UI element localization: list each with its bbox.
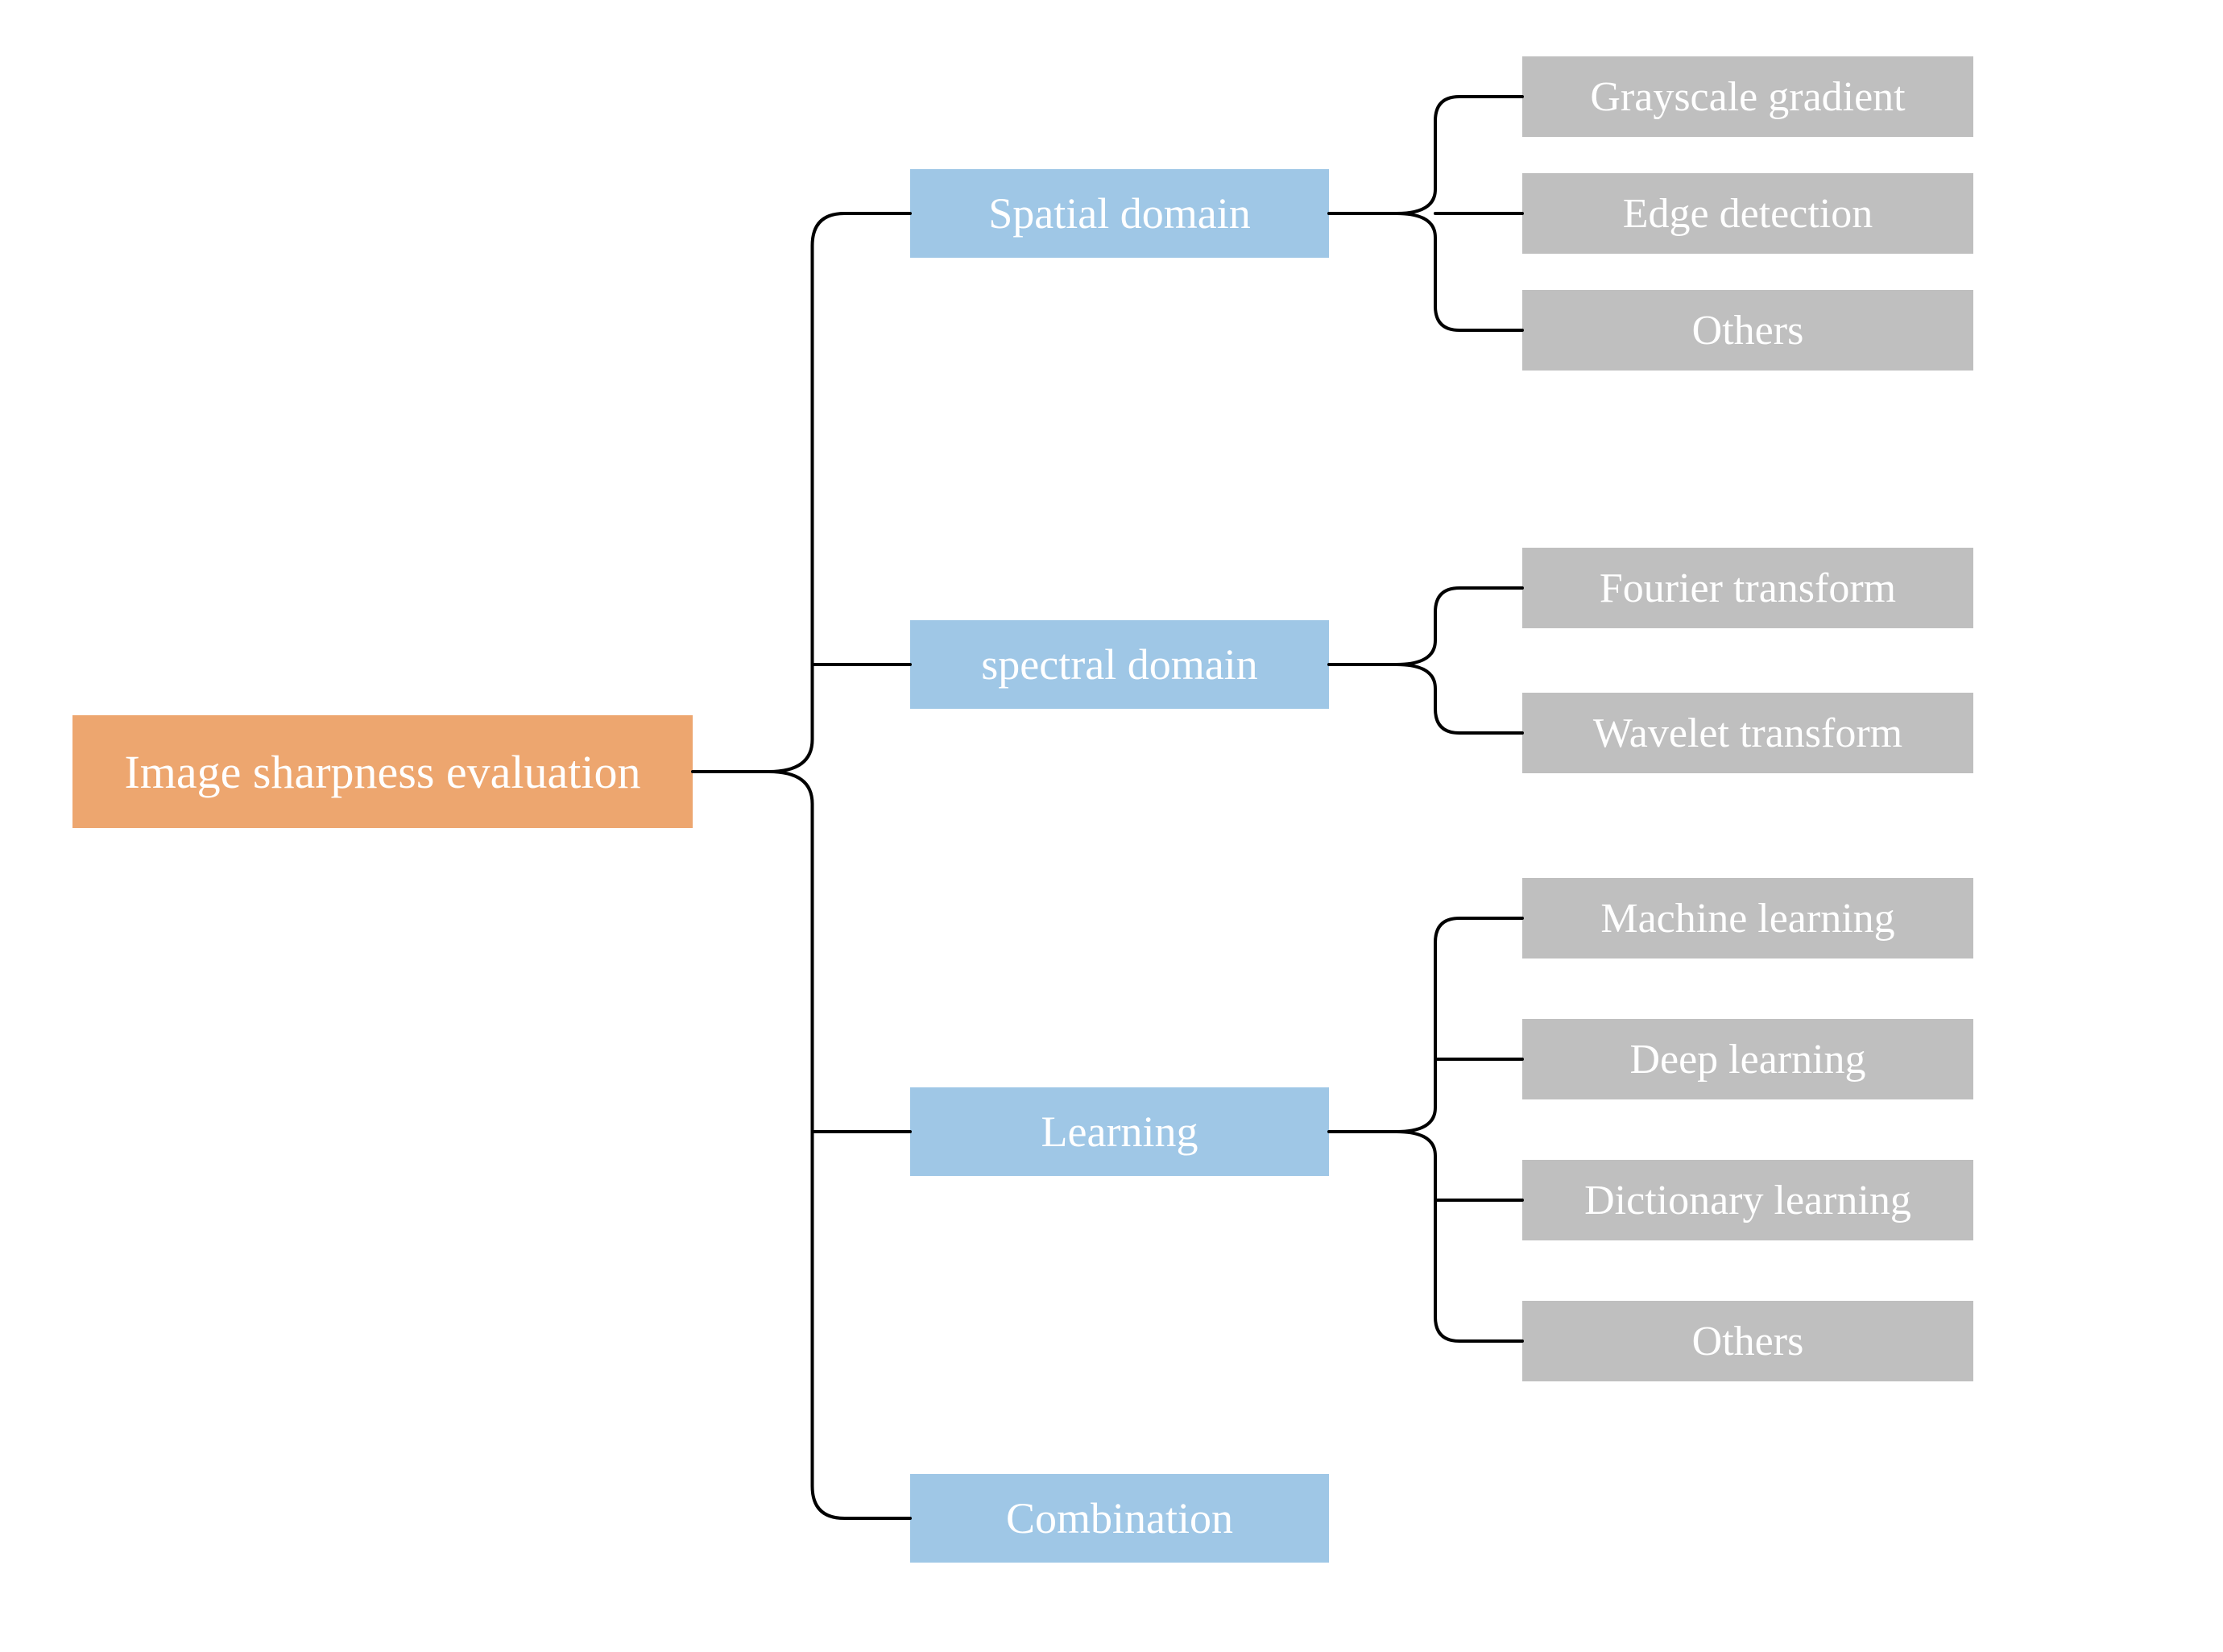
bracket-connector xyxy=(1329,588,1522,733)
tree-diagram: Image sharpness evaluation Spatial domai… xyxy=(48,32,2175,1619)
bracket-connector xyxy=(1329,97,1522,330)
bracket-connector xyxy=(693,213,910,1518)
bracket-connector xyxy=(1329,918,1522,1341)
connectors xyxy=(48,32,2175,1619)
